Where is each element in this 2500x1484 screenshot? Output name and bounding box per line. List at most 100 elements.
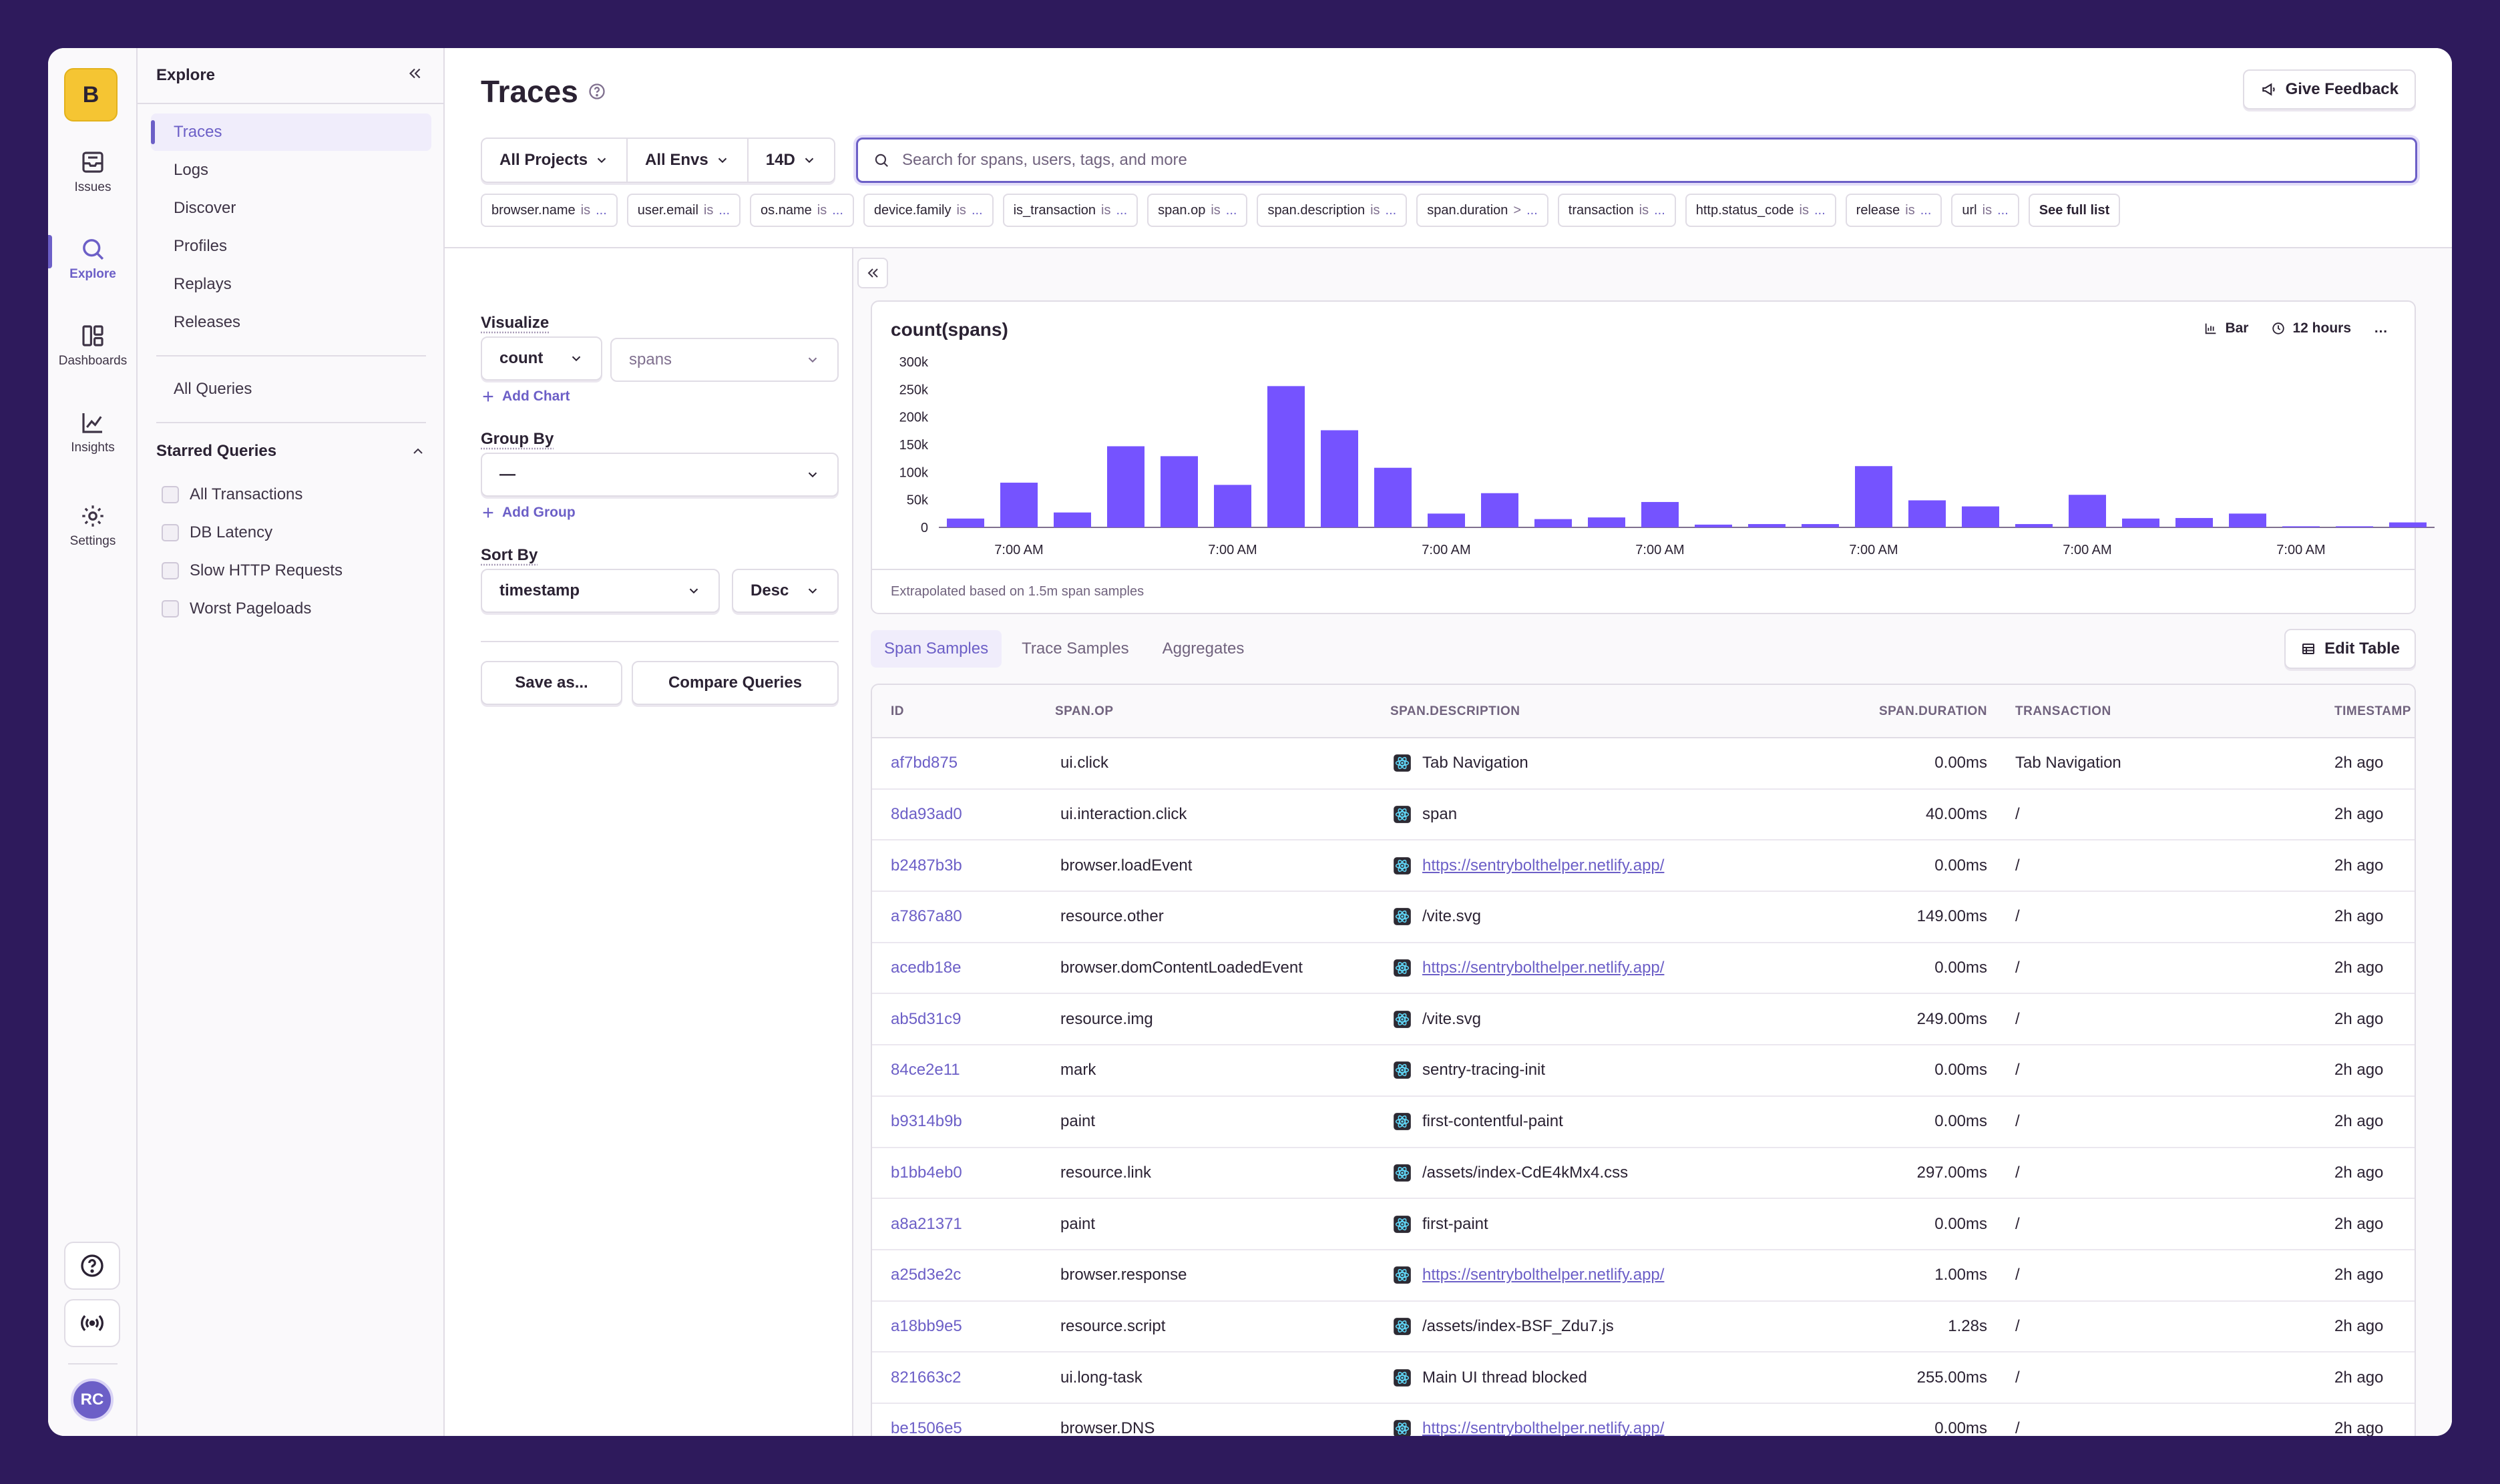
give-feedback-button[interactable]: Give Feedback [2242, 69, 2416, 109]
nav-link-traces[interactable]: Traces [151, 113, 431, 151]
key-chip[interactable]: span.op is... [1147, 194, 1248, 227]
help-button[interactable] [64, 1242, 120, 1290]
rail-item-insights[interactable]: Insights [48, 409, 138, 455]
chart-bar [1855, 466, 1892, 527]
nav-link-logs[interactable]: Logs [174, 161, 209, 179]
org-badge[interactable]: B [64, 68, 118, 121]
sort-direction-select[interactable]: Desc [732, 569, 839, 613]
collapse-controls-button[interactable] [857, 258, 888, 288]
user-avatar[interactable]: RC [71, 1379, 114, 1421]
span-description-cell[interactable]: https://sentrybolthelper.netlify.app/ [1393, 1250, 1664, 1300]
key-chip[interactable]: http.status_code is... [1685, 194, 1836, 227]
chart-interval-button[interactable]: 12 hours [2271, 320, 2351, 336]
key-chip[interactable]: user.email is... [626, 194, 741, 227]
table-row[interactable]: a18bb9e5 resource.script/assets/index-BSF… [872, 1302, 2415, 1353]
span-description-cell[interactable]: https://sentrybolthelper.netlify.app/ [1393, 943, 1664, 993]
span-description-cell[interactable]: https://sentrybolthelper.netlify.app/ [1393, 840, 1664, 891]
span-id-link[interactable]: 821663c2 [891, 1368, 962, 1387]
add-group-button[interactable]: Add Group [481, 505, 576, 521]
span-id-link[interactable]: a8a21371 [891, 1214, 962, 1233]
key-chip[interactable]: is_transaction is... [1002, 194, 1138, 227]
tab-span-samples[interactable]: Span Samples [871, 630, 1002, 668]
table-row[interactable]: 84ce2e11 mark sentry-tracing-init 0.00ms / 2h… [872, 1045, 2415, 1097]
nav-link-profiles[interactable]: Profiles [174, 237, 228, 255]
tab-trace-samples[interactable]: Trace Samples [1022, 640, 1129, 658]
nav-link-releases[interactable]: Releases [174, 313, 241, 331]
rail-item-settings[interactable]: Settings [48, 502, 138, 549]
add-chart-button[interactable]: Add Chart [481, 389, 570, 405]
transaction-cell: / [2015, 959, 2020, 977]
column-header-span-description[interactable]: SPAN.DESCRIPTION [1390, 704, 1520, 718]
aggregate-select[interactable]: count [481, 336, 602, 381]
query-icon [162, 524, 179, 541]
table-row[interactable]: ab5d31c9 resource.img/vite.svg 249.00ms / 2h… [872, 994, 2415, 1046]
project-filter[interactable]: All Projects [482, 139, 628, 182]
field-select[interactable]: spans [610, 338, 839, 382]
search-input[interactable] [902, 151, 2415, 170]
table-row[interactable]: af7bd875 ui.click Tab Navigation 0.00ms Tab … [872, 738, 2415, 790]
table-row[interactable]: b2487b3b browser.loadEvent https://sentryb… [872, 840, 2415, 893]
table-row[interactable]: a25d3e2c browser.response https://sentrybo… [872, 1250, 2415, 1302]
save-as-button[interactable]: Save as... [481, 661, 622, 705]
span-description-cell[interactable]: https://sentrybolthelper.netlify.app/ [1393, 1404, 1664, 1436]
table-row[interactable]: 8da93ad0 ui.interaction.click span 40.00ms /… [872, 790, 2415, 841]
broadcast-button[interactable] [64, 1299, 120, 1347]
rail-item-explore[interactable]: Explore [48, 235, 138, 282]
column-header-id[interactable]: ID [891, 704, 904, 718]
starred-query-item[interactable]: All Transactions [162, 481, 302, 508]
starred-query-item[interactable]: Slow HTTP Requests [162, 557, 343, 584]
span-id-link[interactable]: a25d3e2c [891, 1266, 962, 1284]
table-row[interactable]: 821663c2 ui.long-task Main UI thread block… [872, 1352, 2415, 1404]
nav-link-discover[interactable]: Discover [174, 199, 236, 217]
table-row[interactable]: a7867a80 resource.other/vite.svg 149.00ms /… [872, 892, 2415, 943]
span-id-link[interactable]: 8da93ad0 [891, 805, 962, 824]
column-header-timestamp[interactable]: TIMESTAMP [2334, 685, 2415, 738]
span-id-link[interactable]: b9314b9b [891, 1112, 962, 1131]
column-header-span-duration[interactable]: SPAN.DURATION [1878, 704, 1987, 718]
key-chip[interactable]: release is... [1845, 194, 1942, 227]
key-chip[interactable]: span.duration >... [1416, 194, 1548, 227]
key-chip[interactable]: span.description is... [1257, 194, 1408, 227]
span-id-link[interactable]: acedb18e [891, 959, 962, 977]
starred-query-item[interactable]: Worst Pageloads [162, 595, 311, 622]
starred-query-item[interactable]: DB Latency [162, 519, 272, 546]
rail-item-dashboards[interactable]: Dashboards [48, 322, 138, 368]
nav-link-all-queries[interactable]: All Queries [174, 380, 252, 398]
span-id-link[interactable]: ab5d31c9 [891, 1009, 962, 1028]
key-chip[interactable]: url is... [1951, 194, 2019, 227]
see-full-list-button[interactable]: See full list [2028, 194, 2121, 227]
table-row[interactable]: be1506e5 browser.DNS https://sentrybolthel… [872, 1404, 2415, 1436]
collapse-sidebar-button[interactable] [406, 65, 423, 87]
nav-link-replays[interactable]: Replays [174, 275, 232, 293]
table-row[interactable]: b1bb4eb0 resource.link/assets/index-CdE4k… [872, 1148, 2415, 1200]
starred-queries-header[interactable]: Starred Queries [156, 442, 426, 461]
span-id-link[interactable]: a7867a80 [891, 907, 962, 926]
key-chip[interactable]: browser.name is... [481, 194, 618, 227]
search-bar[interactable] [856, 138, 2417, 183]
table-row[interactable]: b9314b9b paint first-contentful-paint 0.00m… [872, 1097, 2415, 1148]
key-chip[interactable]: device.family is... [863, 194, 994, 227]
table-row[interactable]: a8a21371 paint first-paint 0.00ms / 2h ago [872, 1199, 2415, 1250]
chart-type-button[interactable]: Bar [2204, 320, 2248, 336]
chart-more-button[interactable]: … [2374, 320, 2388, 336]
table-row[interactable]: acedb18e browser.domContentLoadedEvent htt… [872, 943, 2415, 995]
span-id-link[interactable]: b2487b3b [891, 856, 962, 875]
column-header-transaction[interactable]: TRANSACTION [2015, 704, 2111, 718]
sort-field-select[interactable]: timestamp [481, 569, 720, 613]
span-id-link[interactable]: b1bb4eb0 [891, 1163, 962, 1182]
span-id-link[interactable]: a18bb9e5 [891, 1316, 962, 1335]
span-id-link[interactable]: 84ce2e11 [891, 1061, 960, 1079]
span-id-link[interactable]: af7bd875 [891, 754, 958, 772]
tab-aggregates[interactable]: Aggregates [1162, 640, 1245, 658]
span-id-link[interactable]: be1506e5 [891, 1419, 962, 1436]
key-chip[interactable]: os.name is... [750, 194, 854, 227]
date-range-filter[interactable]: 14D [749, 139, 834, 182]
edit-table-button[interactable]: Edit Table [2284, 629, 2416, 669]
column-header-span-op[interactable]: SPAN.OP [1055, 704, 1114, 718]
rail-item-issues[interactable]: Issues [48, 148, 138, 195]
compare-queries-button[interactable]: Compare Queries [632, 661, 839, 705]
help-icon[interactable] [588, 82, 606, 101]
key-chip[interactable]: transaction is... [1557, 194, 1676, 227]
group-by-select[interactable]: — [481, 453, 839, 497]
environment-filter[interactable]: All Envs [628, 139, 749, 182]
